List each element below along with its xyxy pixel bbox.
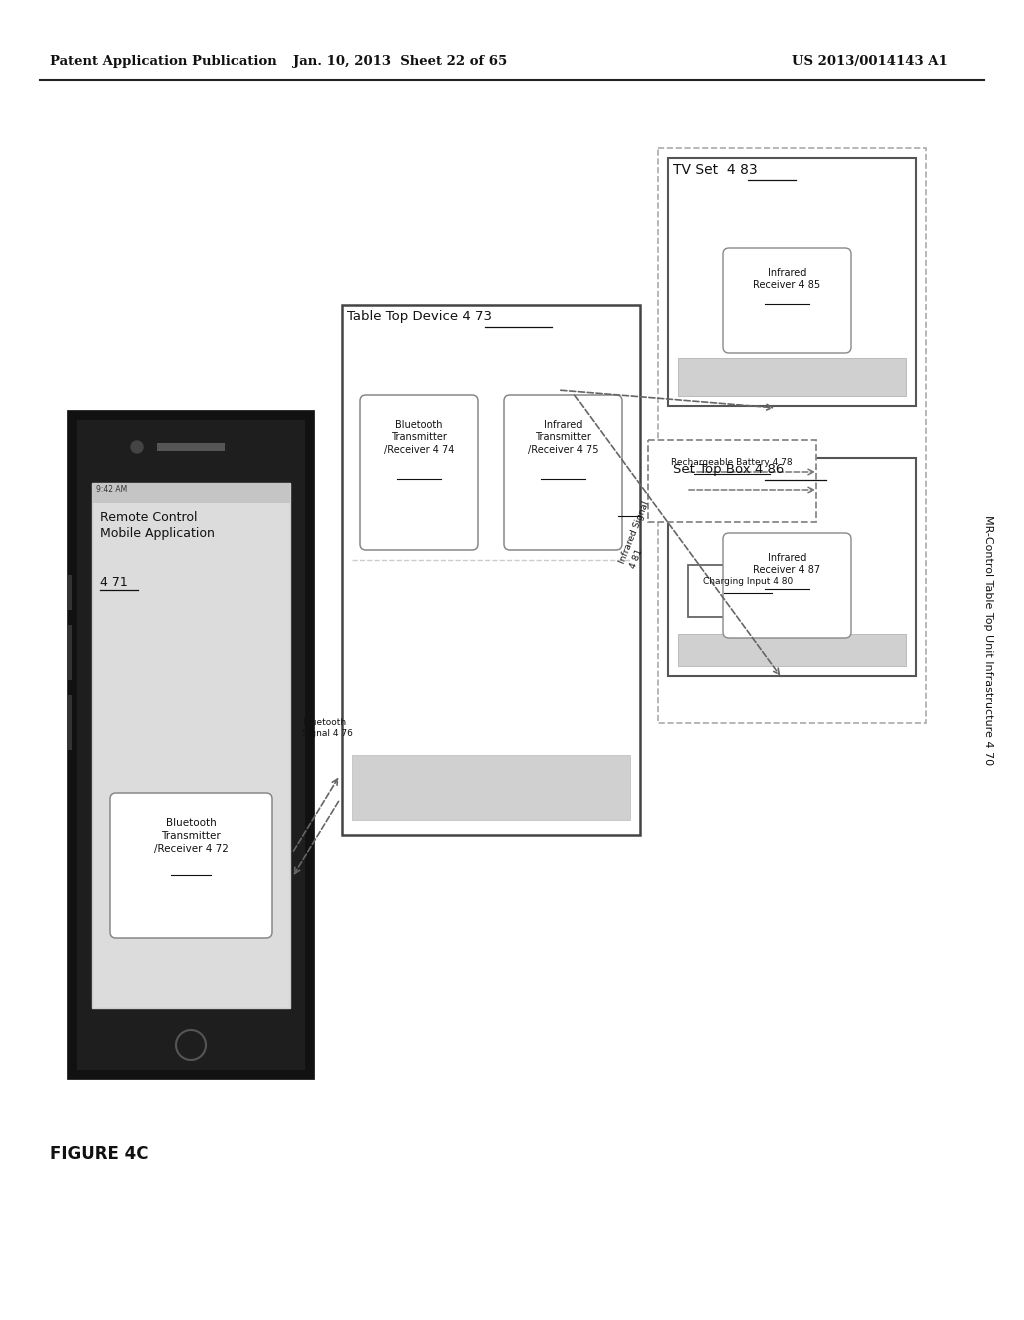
Circle shape (131, 441, 143, 453)
Bar (92, 483, 290, 1008)
FancyBboxPatch shape (360, 395, 478, 550)
Bar (658, 148, 926, 723)
Text: Bluetooth
Transmitter
/Receiver 4 74: Bluetooth Transmitter /Receiver 4 74 (384, 420, 455, 455)
Bar (678, 358, 906, 396)
Bar (157, 444, 225, 451)
Bar (688, 565, 808, 616)
Text: Infrared Signal
4 81: Infrared Signal 4 81 (618, 500, 662, 569)
Bar (648, 440, 816, 521)
Text: 9:42 AM: 9:42 AM (96, 484, 127, 494)
Text: MR-Control Table Top Unit Infrastructure 4 70: MR-Control Table Top Unit Infrastructure… (983, 515, 993, 766)
Text: Patent Application Publication: Patent Application Publication (50, 55, 276, 69)
Text: Infrared
Transmitter
/Receiver 4 75: Infrared Transmitter /Receiver 4 75 (527, 420, 598, 455)
FancyBboxPatch shape (110, 793, 272, 939)
Bar (67, 624, 72, 680)
Bar (678, 634, 906, 667)
Text: FIGURE 4C: FIGURE 4C (50, 1144, 148, 1163)
Bar (352, 755, 630, 820)
Text: US 2013/0014143 A1: US 2013/0014143 A1 (793, 55, 948, 69)
FancyBboxPatch shape (723, 248, 851, 352)
Text: Table Top Device 4 73: Table Top Device 4 73 (347, 310, 492, 323)
Text: Remote Control
Mobile Application: Remote Control Mobile Application (100, 511, 215, 540)
Bar (342, 305, 640, 836)
Text: Jan. 10, 2013  Sheet 22 of 65: Jan. 10, 2013 Sheet 22 of 65 (293, 55, 507, 69)
Text: Bluetooth
Signal 4 76: Bluetooth Signal 4 76 (302, 718, 353, 738)
Text: Infrared
Receiver 4 87: Infrared Receiver 4 87 (754, 553, 820, 576)
Bar (67, 576, 72, 610)
Bar (72, 414, 310, 1074)
Text: Set Top Box 4 86: Set Top Box 4 86 (673, 463, 784, 477)
Text: Charging Input 4 80: Charging Input 4 80 (702, 577, 794, 586)
FancyBboxPatch shape (723, 533, 851, 638)
Text: Infrared
Receiver 4 85: Infrared Receiver 4 85 (754, 268, 820, 290)
Bar (668, 458, 916, 676)
Text: TV Set  4 83: TV Set 4 83 (673, 162, 758, 177)
Bar (668, 158, 916, 407)
Text: Bluetooth
Transmitter
/Receiver 4 72: Bluetooth Transmitter /Receiver 4 72 (154, 818, 228, 854)
Bar (67, 696, 72, 750)
Bar (92, 483, 290, 503)
FancyBboxPatch shape (504, 395, 622, 550)
Text: Rechargeable Battery 4 78: Rechargeable Battery 4 78 (671, 458, 793, 467)
Text: 4 71: 4 71 (100, 576, 128, 589)
